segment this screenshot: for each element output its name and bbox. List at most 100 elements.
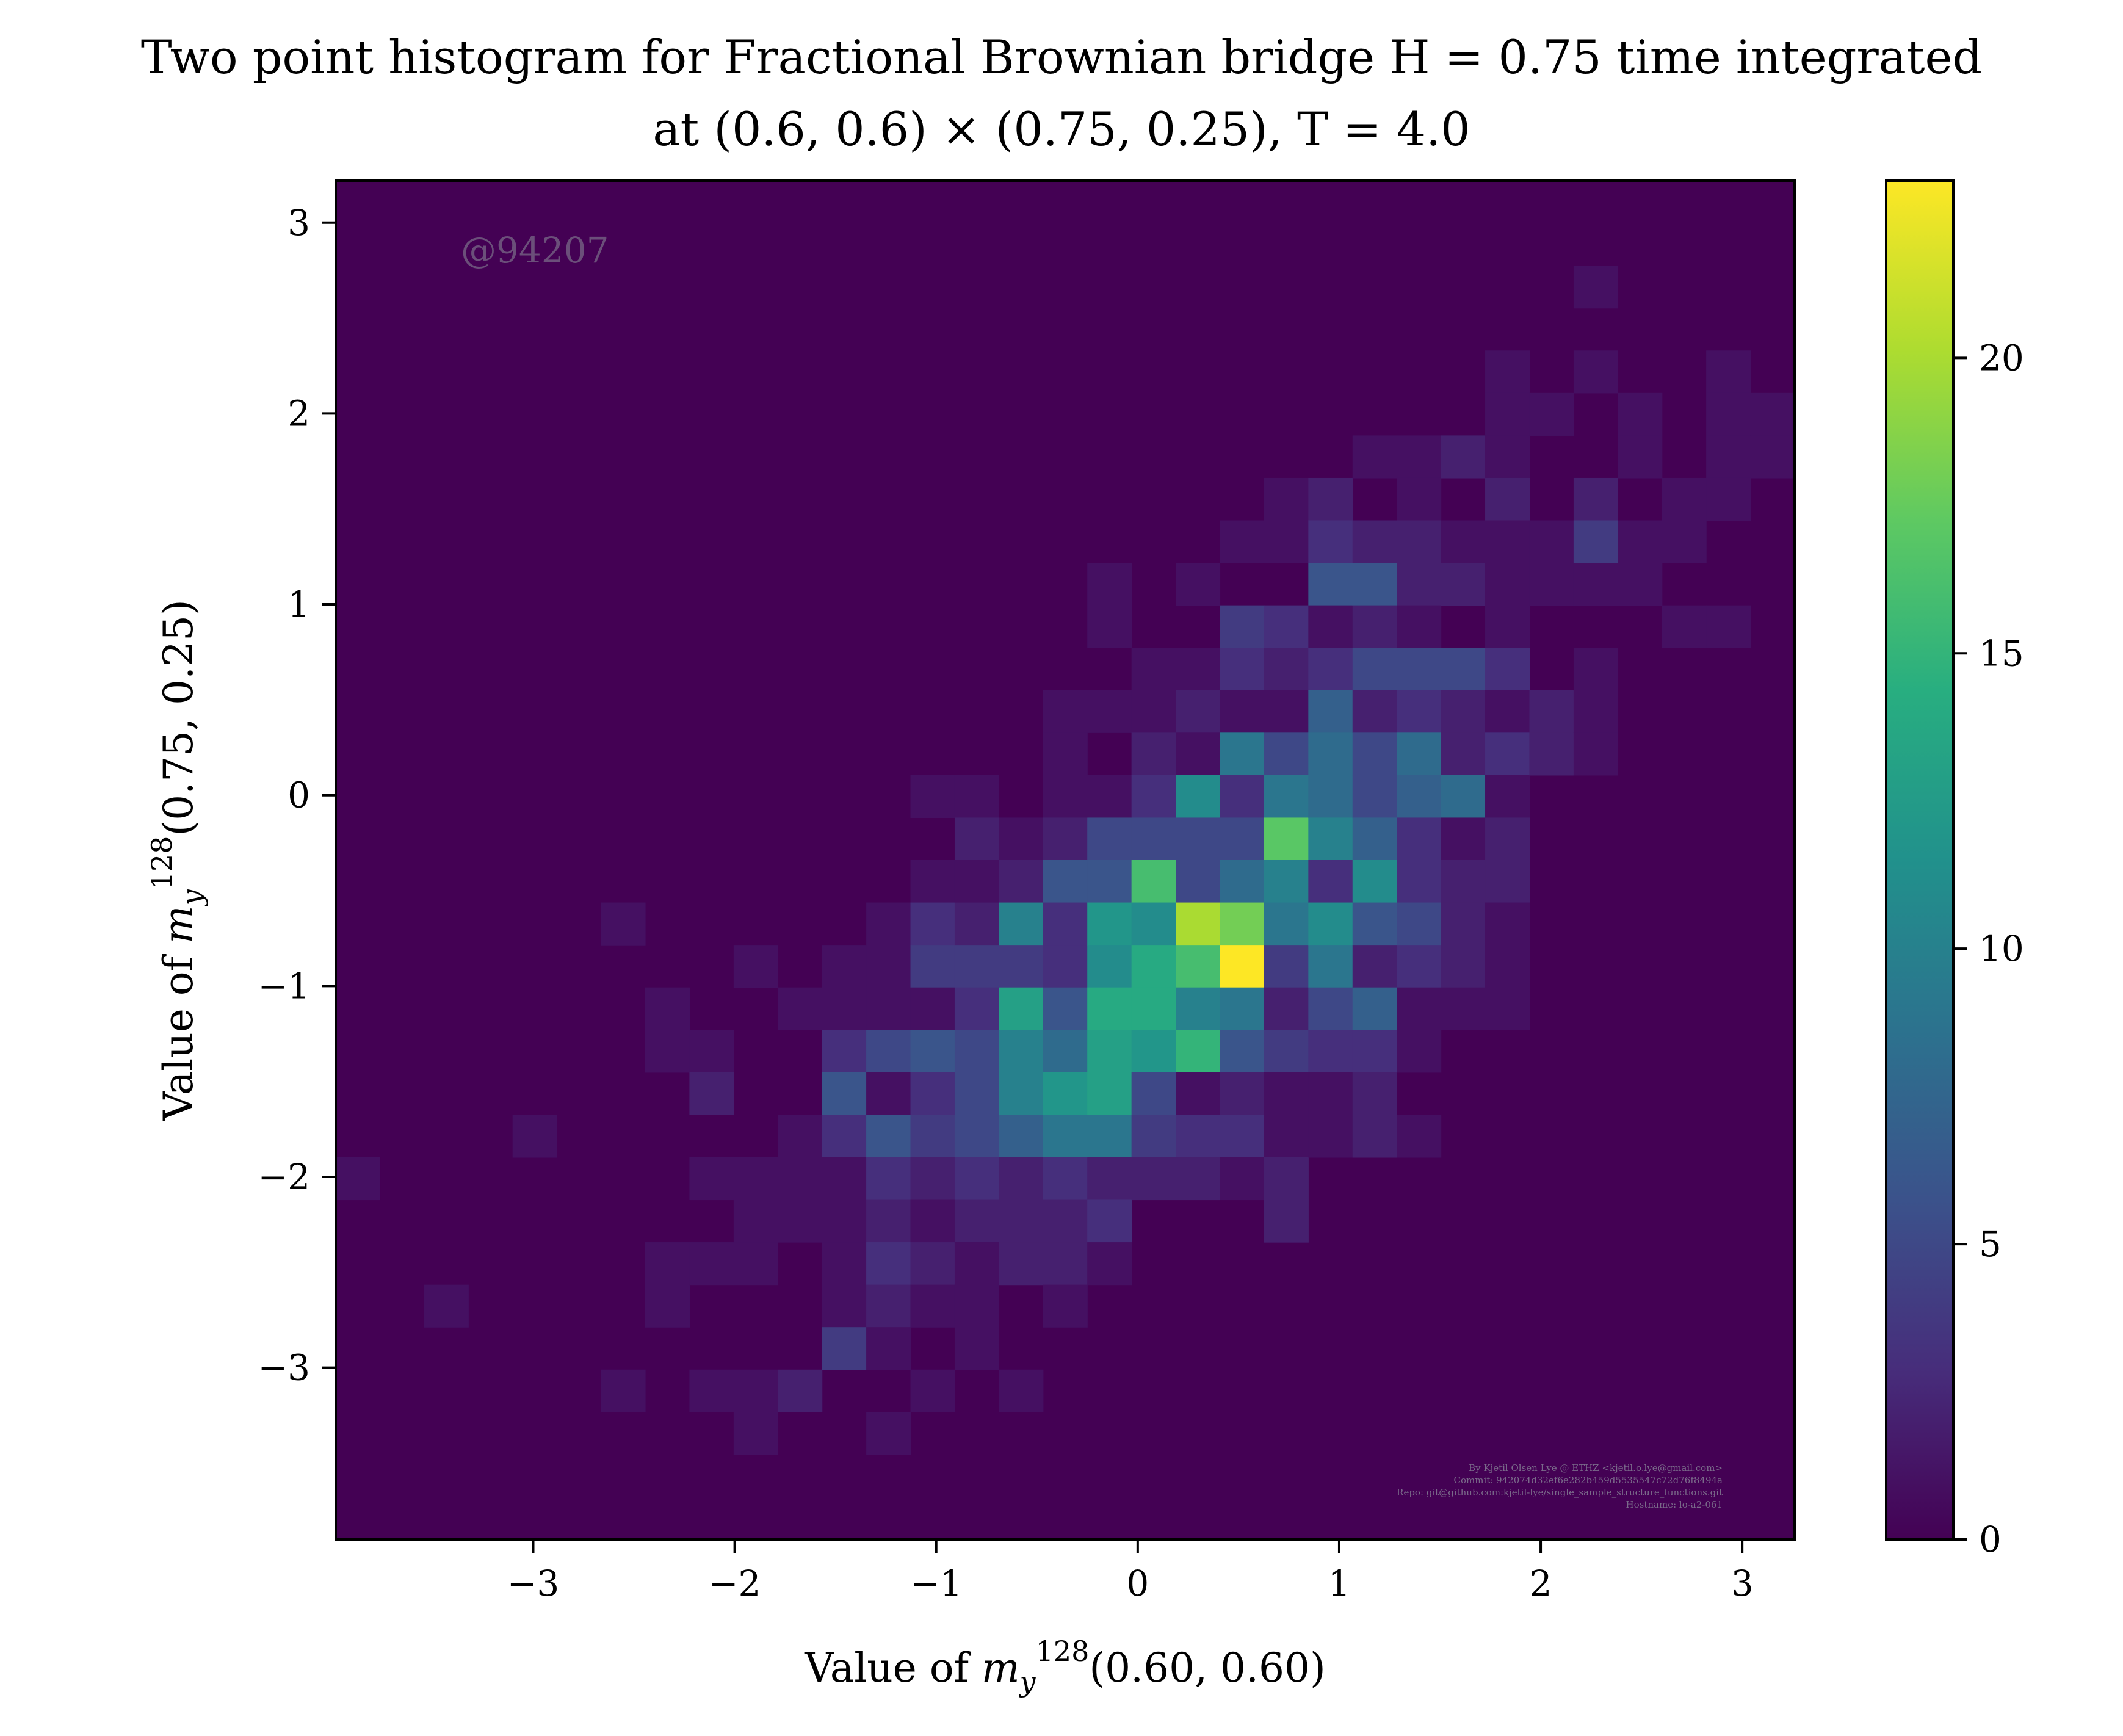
- histogram-cell: [1573, 648, 1618, 691]
- histogram-cell: [1308, 732, 1353, 776]
- histogram-cell: [1176, 987, 1221, 1030]
- histogram-cell: [822, 1327, 867, 1370]
- histogram-cell: [1131, 1072, 1176, 1115]
- x-axis-label: Value of my128(0.60, 0.60): [804, 1635, 1326, 1698]
- histogram-cell: [1264, 1115, 1309, 1158]
- x-axis: −3 −2 −1 0 1 2 3: [507, 1539, 1754, 1604]
- colorbar-tick-label: 5: [1979, 1223, 2002, 1265]
- histogram-cell: [910, 902, 955, 946]
- histogram-cell: [999, 860, 1044, 903]
- histogram-cells: [336, 266, 1795, 1455]
- histogram-cell: [866, 1412, 911, 1455]
- histogram-cell: [1441, 690, 1486, 733]
- histogram-cell: [778, 1199, 823, 1243]
- histogram-cell: [1264, 605, 1309, 648]
- histogram-cell: [1043, 1072, 1088, 1115]
- histogram-cell: [1264, 1157, 1309, 1201]
- histogram-cell: [1750, 392, 1795, 436]
- histogram-cell: [954, 817, 999, 861]
- histogram-cell: [1441, 860, 1486, 903]
- histogram-cell: [1043, 1242, 1088, 1286]
- histogram-cell: [1573, 520, 1618, 563]
- histogram-cell: [1397, 690, 1442, 733]
- histogram-cell: [1220, 732, 1265, 776]
- histogram-cell: [999, 1072, 1044, 1115]
- histogram-cell: [999, 1115, 1044, 1158]
- histogram-cell: [954, 1242, 999, 1286]
- histogram-cell: [1264, 1030, 1309, 1073]
- y-axis: −3 −2 −1 0 1 2 3: [258, 202, 336, 1389]
- histogram-cell: [1706, 605, 1751, 648]
- y-tick-label: −2: [258, 1156, 311, 1198]
- histogram-cell: [1043, 775, 1088, 819]
- y-tick-label: 2: [288, 392, 310, 434]
- histogram-cell: [689, 1030, 734, 1073]
- histogram-cell: [1308, 1072, 1353, 1115]
- histogram-cell: [1529, 392, 1574, 436]
- histogram-cell: [1441, 775, 1486, 819]
- histogram-cell: [1352, 945, 1397, 988]
- histogram-cell: [1264, 1199, 1309, 1243]
- histogram-cell: [1485, 945, 1530, 988]
- histogram-cell: [1087, 1199, 1132, 1243]
- y-tick-label: 3: [288, 202, 310, 244]
- histogram-cell: [999, 945, 1044, 988]
- histogram-cell: [1220, 860, 1265, 903]
- histogram-cell: [1441, 435, 1486, 479]
- colorbar-tick-label: 0: [1979, 1519, 2002, 1560]
- histogram-cell: [1485, 392, 1530, 436]
- watermark-text: @94207: [461, 230, 609, 271]
- x-tick-label: −3: [507, 1563, 560, 1604]
- histogram-cell: [1043, 1030, 1088, 1073]
- colorbar-tick-label: 10: [1979, 928, 2024, 969]
- histogram-cell: [512, 1115, 557, 1158]
- histogram-cell: [1441, 563, 1486, 606]
- histogram-cell: [1618, 563, 1663, 606]
- histogram-cell: [954, 902, 999, 946]
- y-tick-label: 0: [288, 775, 310, 816]
- histogram-cell: [1087, 1030, 1132, 1073]
- histogram-cell: [1176, 563, 1221, 606]
- histogram-cell: [999, 1242, 1044, 1286]
- histogram-cell: [1308, 648, 1353, 691]
- histogram-cell: [910, 1242, 955, 1286]
- histogram-cell: [1043, 732, 1088, 776]
- histogram-cell: [1573, 350, 1618, 394]
- histogram-cell: [1264, 987, 1309, 1030]
- histogram-cell: [601, 1369, 646, 1412]
- histogram-cell: [822, 945, 867, 988]
- histogram-cell: [689, 1242, 734, 1286]
- histogram-cell: [954, 1327, 999, 1370]
- histogram-cell: [1131, 690, 1176, 733]
- histogram-cell: [1176, 775, 1221, 819]
- histogram-cell: [1485, 775, 1530, 819]
- histogram-cell: [1352, 1072, 1397, 1115]
- histogram-cell: [1264, 945, 1309, 988]
- histogram-cell: [1043, 817, 1088, 861]
- histogram-cell: [1352, 520, 1397, 563]
- histogram-cell: [1087, 1242, 1132, 1286]
- histogram-cell: [778, 987, 823, 1030]
- histogram-cell: [999, 1199, 1044, 1243]
- histogram-cell: [1618, 392, 1663, 436]
- histogram-cell: [1529, 732, 1574, 776]
- histogram-cell: [336, 1157, 381, 1201]
- histogram-cell: [1397, 1115, 1442, 1158]
- histogram-cell: [1043, 860, 1088, 903]
- histogram-cell: [1308, 1030, 1353, 1073]
- histogram-cell: [778, 1369, 823, 1412]
- histogram-cell: [1264, 648, 1309, 691]
- histogram-cell: [733, 1369, 778, 1412]
- histogram-cell: [1220, 775, 1265, 819]
- histogram-cell: [866, 1284, 911, 1328]
- histogram-cell: [1087, 1157, 1132, 1201]
- histogram-cell: [1220, 1072, 1265, 1115]
- histogram-cell: [1485, 987, 1530, 1030]
- histogram-cell: [954, 1072, 999, 1115]
- x-tick-label: −2: [709, 1563, 761, 1604]
- histogram-cell: [1264, 732, 1309, 776]
- histogram-cell: [645, 1242, 690, 1286]
- histogram-cell: [866, 1242, 911, 1286]
- histogram-cell: [1308, 860, 1353, 903]
